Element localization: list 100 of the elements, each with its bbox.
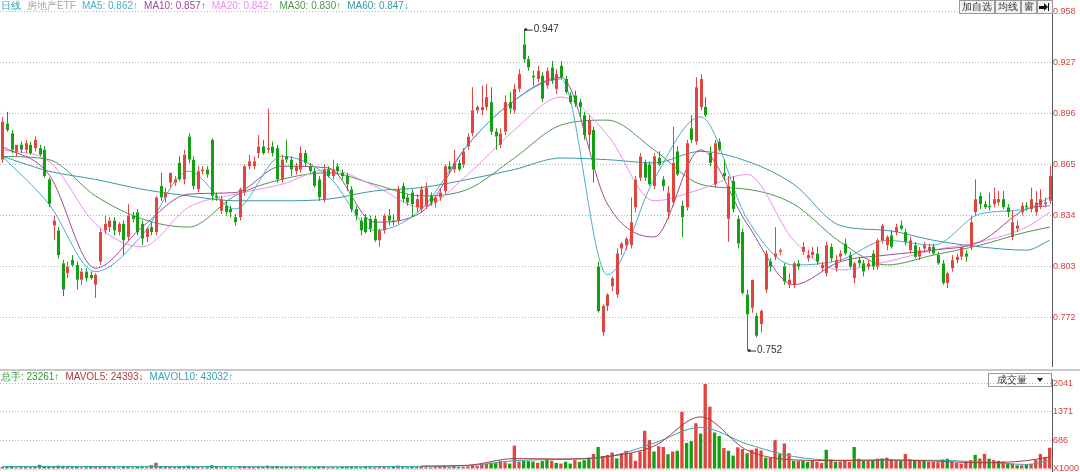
candlestick (611, 275, 614, 292)
candlestick (1049, 165, 1052, 205)
line-series (1, 119, 1051, 266)
candlestick (509, 91, 512, 115)
bar (926, 461, 931, 469)
y-tick-label: 686 (1053, 434, 1069, 445)
bar (689, 441, 693, 469)
bar (852, 447, 856, 469)
bar (717, 436, 721, 469)
text: MAVOL5: 24393↓ (65, 371, 144, 382)
candlestick (690, 114, 693, 144)
bar (917, 460, 922, 469)
y-tick-label: X1000 (1053, 463, 1080, 472)
candlestick (150, 221, 153, 236)
candlestick (467, 132, 470, 151)
bar (936, 462, 940, 469)
bar (773, 440, 777, 469)
candlestick (588, 114, 591, 152)
bar (680, 411, 684, 469)
candlestick (569, 91, 572, 105)
candlestick (229, 205, 232, 218)
bar (694, 423, 698, 469)
candlestick (676, 145, 679, 177)
bar (899, 460, 903, 469)
candlestick (709, 145, 712, 167)
candlestick (15, 144, 18, 157)
candlestick (118, 221, 121, 236)
candlestick (257, 134, 260, 159)
candlestick (807, 249, 810, 263)
candlestick (942, 259, 945, 286)
annotation: 均线 (995, 0, 1021, 14)
candlestick (681, 200, 684, 238)
text: MA10: 0.857↑ (144, 0, 206, 11)
candlestick (830, 243, 833, 263)
candlestick (1039, 188, 1042, 210)
candlestick (960, 246, 963, 261)
candlestick (620, 241, 623, 256)
candlestick (281, 154, 284, 184)
bar (559, 463, 563, 469)
candlestick (6, 111, 9, 133)
candlestick (597, 261, 600, 314)
bar (791, 460, 796, 469)
annotation: 0.947 (533, 23, 560, 35)
candlestick (122, 220, 125, 256)
y-tick-label: 0.803 (1053, 261, 1076, 272)
bar (661, 447, 665, 469)
candlestick (411, 188, 414, 218)
bar (5, 466, 9, 469)
bar (764, 457, 768, 469)
candlestick (290, 155, 293, 177)
y-tick-label: 0.927 (1053, 57, 1076, 68)
candlestick (583, 111, 586, 141)
candlestick (104, 215, 107, 235)
candlestick (956, 252, 959, 264)
candlestick (541, 71, 544, 103)
candlestick (1035, 190, 1038, 217)
text: MA5: 0.862↑ (81, 0, 139, 11)
candlestick (555, 68, 558, 95)
candlestick (113, 216, 116, 236)
candlestick (769, 257, 772, 273)
candlestick (704, 96, 707, 118)
bar (796, 460, 800, 469)
candlestick (634, 175, 637, 213)
bar (563, 461, 568, 469)
bar (484, 464, 489, 469)
candlestick (518, 68, 521, 93)
bar (1024, 464, 1029, 469)
candlestick (751, 279, 754, 314)
candlestick (1030, 187, 1033, 213)
candlestick (858, 256, 861, 268)
candlestick (686, 139, 689, 212)
candlestick (997, 190, 1000, 207)
candlestick (937, 251, 940, 266)
candlestick (1002, 190, 1005, 210)
candlestick (262, 139, 265, 156)
text: 总手: 23261↑ (1, 371, 60, 382)
candlestick (788, 272, 791, 289)
candlestick (453, 149, 456, 174)
bar (726, 450, 731, 469)
candlestick (625, 236, 628, 251)
candlestick (374, 215, 377, 243)
bar (675, 450, 679, 469)
candlestick (662, 175, 665, 192)
bar (577, 461, 582, 469)
bar (587, 457, 591, 469)
candlestick (658, 150, 661, 167)
bar (545, 459, 549, 469)
candlestick (43, 145, 46, 179)
candlestick (425, 182, 428, 210)
candlestick (1007, 203, 1010, 218)
y-tick-label: 0.772 (1053, 312, 1076, 323)
bar (554, 462, 558, 469)
candlestick (835, 254, 838, 273)
candlestick (527, 55, 530, 72)
candlestick (839, 249, 842, 263)
candlestick (1044, 196, 1047, 208)
bar (549, 460, 554, 469)
candlestick (71, 254, 74, 268)
candlestick (192, 155, 195, 190)
bar (954, 462, 959, 469)
